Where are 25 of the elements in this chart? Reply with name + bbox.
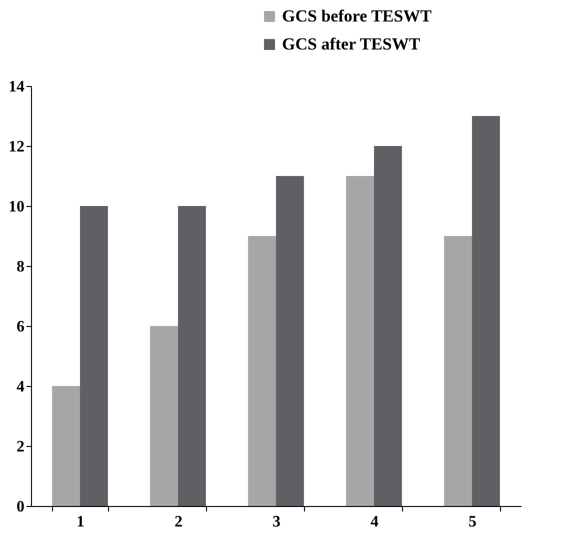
y-tick-label: 12 bbox=[8, 138, 24, 156]
bar bbox=[374, 146, 402, 506]
x-tick-label: 4 bbox=[370, 514, 378, 530]
y-tick-label: 0 bbox=[16, 498, 24, 516]
bar bbox=[150, 326, 178, 506]
bar bbox=[52, 386, 80, 506]
x-tick-label: 3 bbox=[272, 514, 280, 530]
bar bbox=[472, 116, 500, 506]
y-tick-label: 14 bbox=[8, 78, 24, 96]
legend-label: GCS after TESWT bbox=[282, 34, 421, 54]
legend-label: GCS before TESWT bbox=[282, 6, 432, 26]
bar bbox=[248, 236, 276, 506]
bar bbox=[80, 206, 108, 506]
x-tick-label: 5 bbox=[468, 514, 476, 530]
bar bbox=[444, 236, 472, 506]
bar bbox=[178, 206, 206, 506]
bar bbox=[276, 176, 304, 506]
y-tick-label: 4 bbox=[16, 378, 24, 396]
y-tick-label: 6 bbox=[16, 318, 24, 336]
x-tick-label: 1 bbox=[76, 514, 84, 530]
y-tick-label: 10 bbox=[8, 198, 24, 216]
bar bbox=[346, 176, 374, 506]
y-tick-label: 2 bbox=[16, 438, 24, 456]
x-tick-label: 2 bbox=[174, 514, 182, 530]
y-tick-label: 8 bbox=[16, 258, 24, 276]
